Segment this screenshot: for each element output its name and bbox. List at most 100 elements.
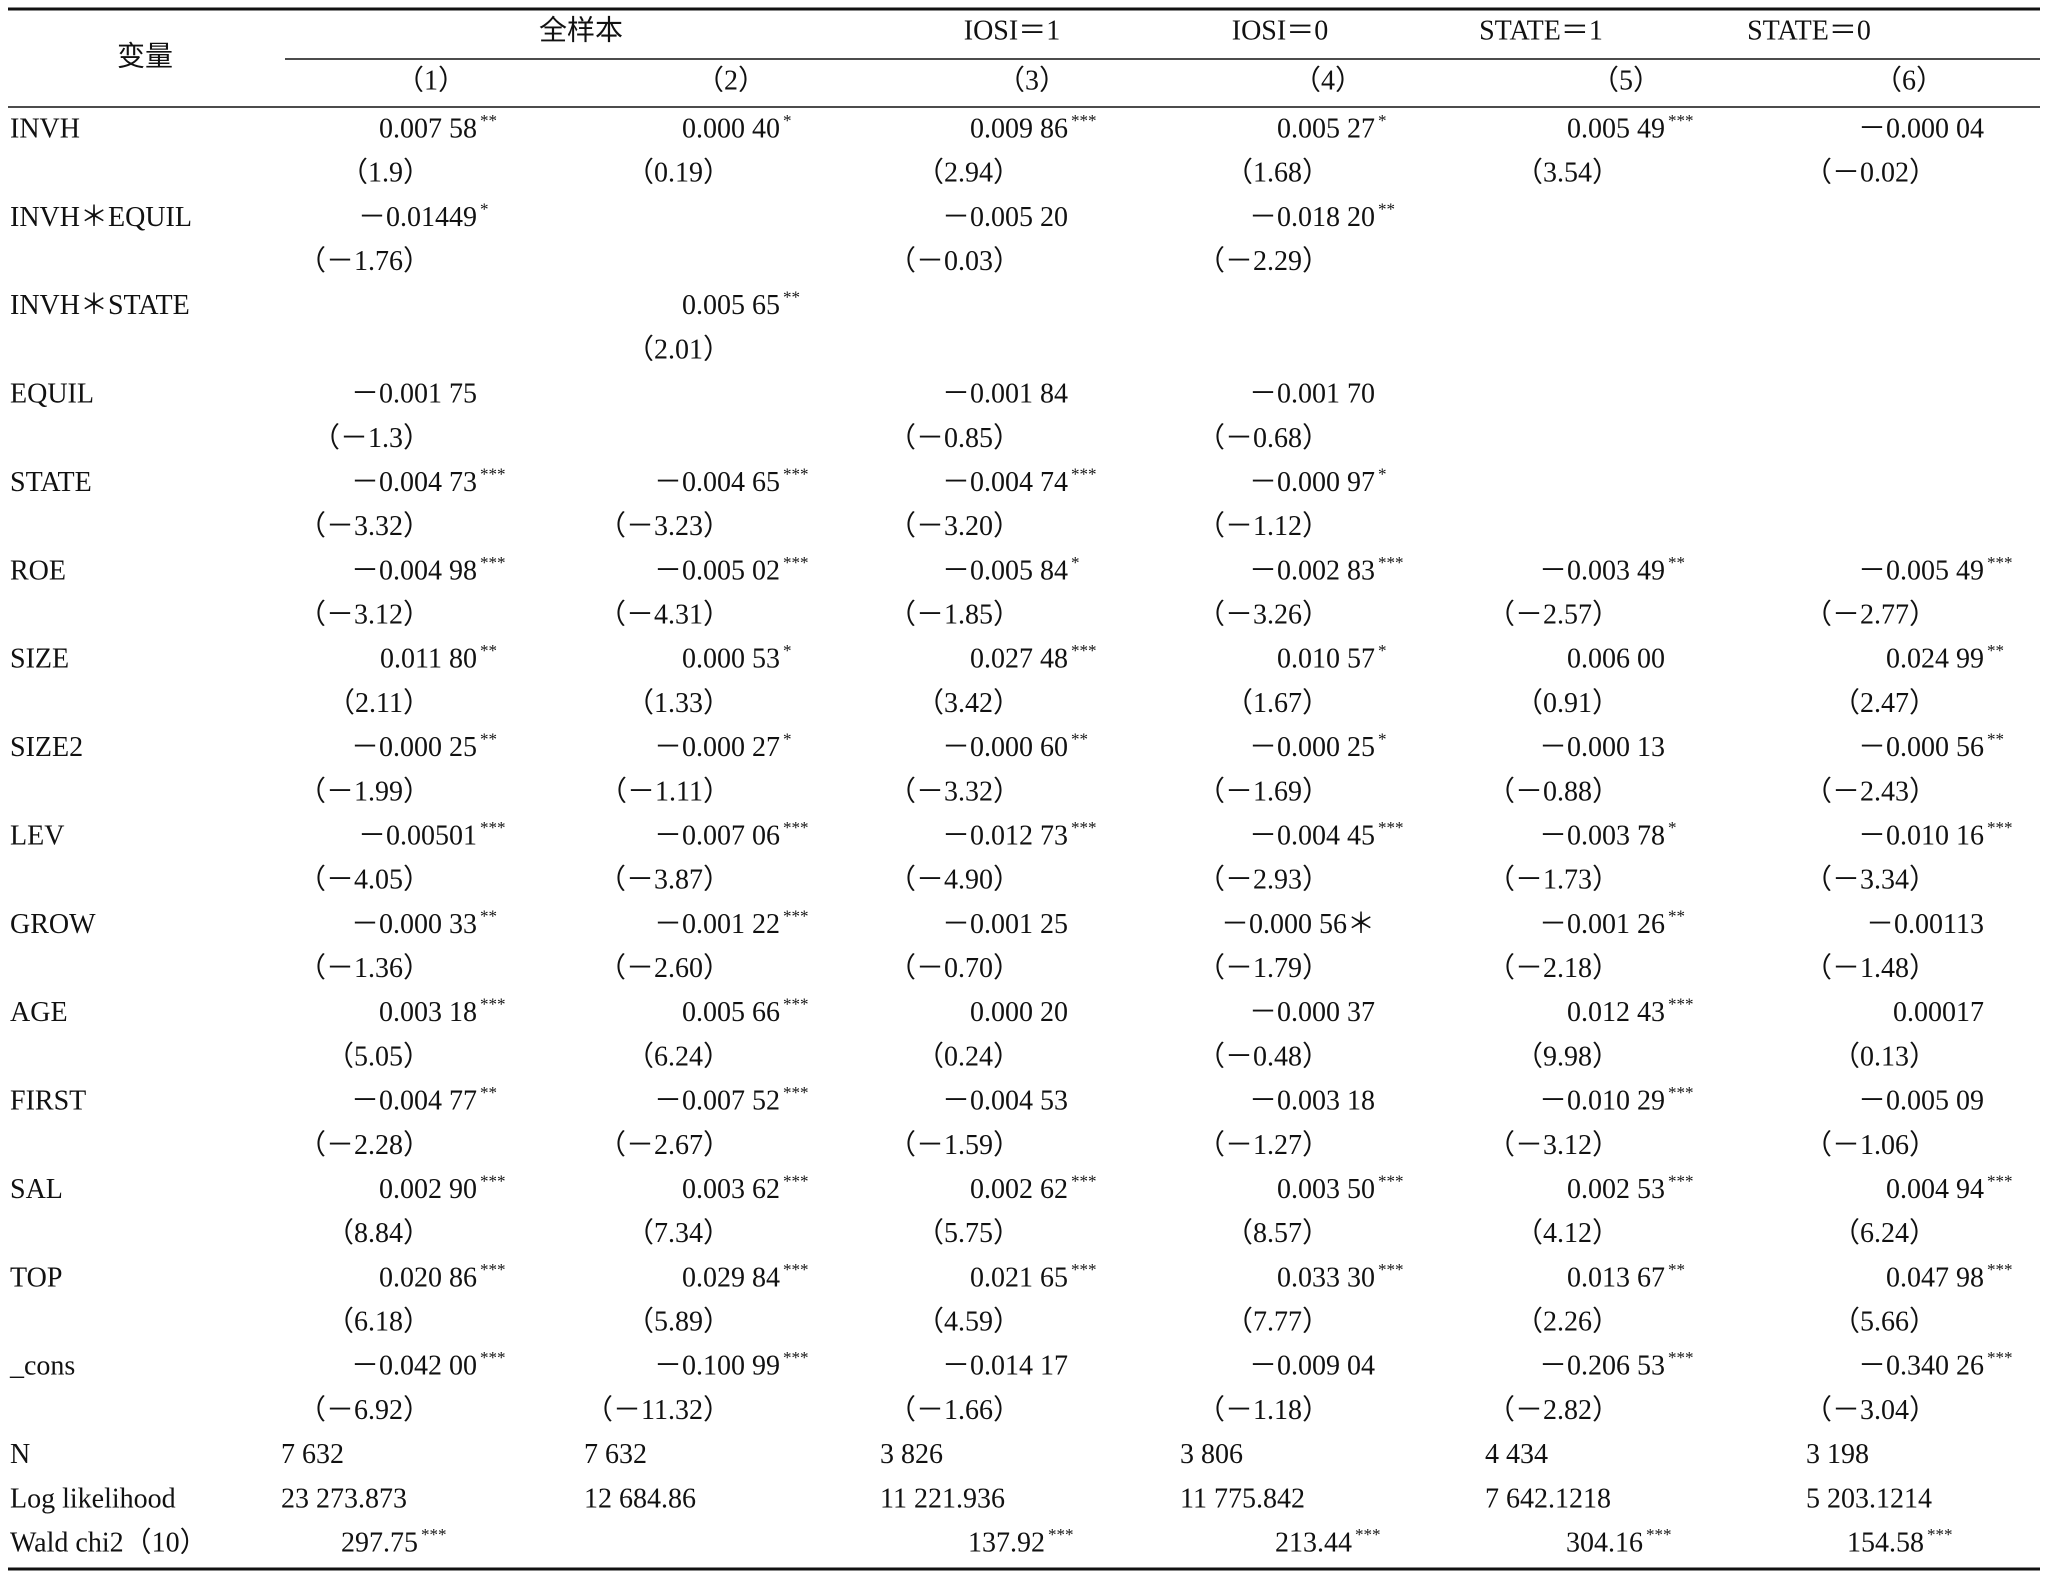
row-label: EQUIL bbox=[10, 379, 94, 410]
row-label: INVH＊EQUIL bbox=[10, 202, 192, 233]
coefficient: －0.042 00 bbox=[351, 1351, 477, 1382]
coefficient: 0.006 00 bbox=[1567, 644, 1665, 675]
row-label: Log likelihood bbox=[10, 1483, 176, 1514]
coefficient: 154.58 bbox=[1847, 1528, 1924, 1559]
t-stat: （5.66） bbox=[1832, 1306, 1937, 1338]
t-stat: （－0.48） bbox=[1197, 1040, 1330, 1072]
significance: *** bbox=[1987, 1260, 2013, 1279]
coefficient: －0.001 70 bbox=[1249, 379, 1375, 410]
t-stat: （6.18） bbox=[326, 1306, 431, 1338]
coefficient: －0.000 33 bbox=[351, 909, 477, 940]
t-stat: （－3.26） bbox=[1197, 599, 1330, 631]
significance: * bbox=[1378, 641, 1387, 660]
t-stat: （－1.06） bbox=[1804, 1129, 1937, 1161]
t-stat: （－2.18） bbox=[1487, 952, 1620, 984]
significance: *** bbox=[1927, 1525, 1953, 1544]
t-stat: （4.12） bbox=[1515, 1217, 1620, 1249]
coefficient: －0.206 53 bbox=[1539, 1351, 1665, 1382]
coefficient: －0.001 84 bbox=[942, 379, 1068, 410]
significance: *** bbox=[480, 1260, 506, 1279]
coefficient: －0.000 37 bbox=[1249, 997, 1375, 1028]
row-label: SAL bbox=[10, 1174, 63, 1205]
coefficient: －0.001 22 bbox=[654, 909, 780, 940]
coefficient: 0.024 99 bbox=[1886, 644, 1984, 675]
coefficient: －0.007 06 bbox=[654, 820, 780, 851]
t-stat: （5.05） bbox=[326, 1040, 431, 1072]
coefficient: －0.010 29 bbox=[1539, 1086, 1665, 1117]
coefficient: －0.000 25 bbox=[1249, 732, 1375, 763]
significance: *** bbox=[1668, 1348, 1694, 1367]
significance: *** bbox=[1987, 553, 2013, 572]
t-stat: （－3.87） bbox=[598, 864, 731, 896]
significance: *** bbox=[480, 1171, 506, 1190]
coefficient: 0.012 43 bbox=[1567, 997, 1665, 1028]
column-number: （3） bbox=[997, 64, 1067, 96]
coefficient: －0.100 99 bbox=[654, 1351, 780, 1382]
stat-value: 3 826 bbox=[880, 1439, 943, 1470]
coefficient: －0.003 78 bbox=[1539, 820, 1665, 851]
t-stat: （－1.12） bbox=[1197, 510, 1330, 542]
coefficient: －0.001 25 bbox=[942, 909, 1068, 940]
stat-value: 3 806 bbox=[1180, 1439, 1243, 1470]
significance: *** bbox=[783, 1171, 809, 1190]
column-number: （4） bbox=[1293, 64, 1363, 96]
t-stat: （－1.73） bbox=[1487, 864, 1620, 896]
row-label: Wald chi2（10） bbox=[10, 1527, 208, 1559]
coefficient: －0.000 56 bbox=[1858, 732, 1984, 763]
stat-value: 4 434 bbox=[1485, 1439, 1548, 1470]
significance: *** bbox=[480, 553, 506, 572]
significance: *** bbox=[783, 1348, 809, 1367]
column-number: （2） bbox=[696, 64, 766, 96]
significance: * bbox=[1668, 818, 1677, 837]
row-label: STATE bbox=[10, 467, 92, 498]
t-stat: （－1.85） bbox=[888, 599, 1021, 631]
row-label: SIZE2 bbox=[10, 732, 83, 763]
row-label: AGE bbox=[10, 997, 68, 1028]
coefficient: 0.010 57 bbox=[1277, 644, 1375, 675]
t-stat: （5.89） bbox=[626, 1306, 731, 1338]
t-stat: （－1.79） bbox=[1197, 952, 1330, 984]
column-number: （5） bbox=[1591, 64, 1661, 96]
t-stat: （－2.28） bbox=[298, 1129, 431, 1161]
t-stat: （－2.29） bbox=[1197, 245, 1330, 277]
coefficient: －0.004 74 bbox=[942, 467, 1068, 498]
stat-value: 7 632 bbox=[584, 1439, 647, 1470]
coefficient: －0.000 04 bbox=[1858, 113, 1984, 144]
t-stat: （－4.90） bbox=[888, 864, 1021, 896]
t-stat: （－1.27） bbox=[1197, 1129, 1330, 1161]
significance: *** bbox=[1071, 641, 1097, 660]
coefficient: 0.013 67 bbox=[1567, 1262, 1665, 1293]
stat-value: 12 684.86 bbox=[584, 1483, 696, 1514]
significance: ** bbox=[1378, 199, 1395, 218]
coefficient: －0.004 53 bbox=[942, 1086, 1068, 1117]
significance: *** bbox=[1071, 464, 1097, 483]
coefficient: －0.340 26 bbox=[1858, 1351, 1984, 1382]
coefficient: －0.014 17 bbox=[942, 1351, 1068, 1382]
group-header: STATE＝0 bbox=[1747, 15, 1871, 46]
coefficient: 0.007 58 bbox=[379, 113, 477, 144]
significance: *** bbox=[480, 995, 506, 1014]
coefficient: 0.003 18 bbox=[379, 997, 477, 1028]
significance: *** bbox=[783, 906, 809, 925]
significance: *** bbox=[1355, 1525, 1381, 1544]
column-number: （1） bbox=[396, 64, 466, 96]
row-label: GROW bbox=[10, 909, 96, 940]
coefficient: 0.021 65 bbox=[970, 1262, 1068, 1293]
t-stat: （－3.32） bbox=[888, 775, 1021, 807]
t-stat: （1.9） bbox=[340, 157, 431, 189]
t-stat: （－3.12） bbox=[1487, 1129, 1620, 1161]
coefficient: 0.005 65 bbox=[682, 290, 780, 321]
coefficient: 0.005 66 bbox=[682, 997, 780, 1028]
significance: *** bbox=[1378, 1171, 1404, 1190]
stat-value: 7 632 bbox=[281, 1439, 344, 1470]
coefficient: 0.003 62 bbox=[682, 1174, 780, 1205]
significance: ** bbox=[480, 906, 497, 925]
t-stat: （－3.12） bbox=[298, 599, 431, 631]
row-label: FIRST bbox=[10, 1086, 86, 1117]
t-stat: （2.94） bbox=[916, 157, 1021, 189]
t-stat: （－11.32） bbox=[585, 1394, 731, 1426]
significance: * bbox=[783, 111, 792, 130]
coefficient: 304.16 bbox=[1566, 1528, 1643, 1559]
significance: *** bbox=[480, 464, 506, 483]
